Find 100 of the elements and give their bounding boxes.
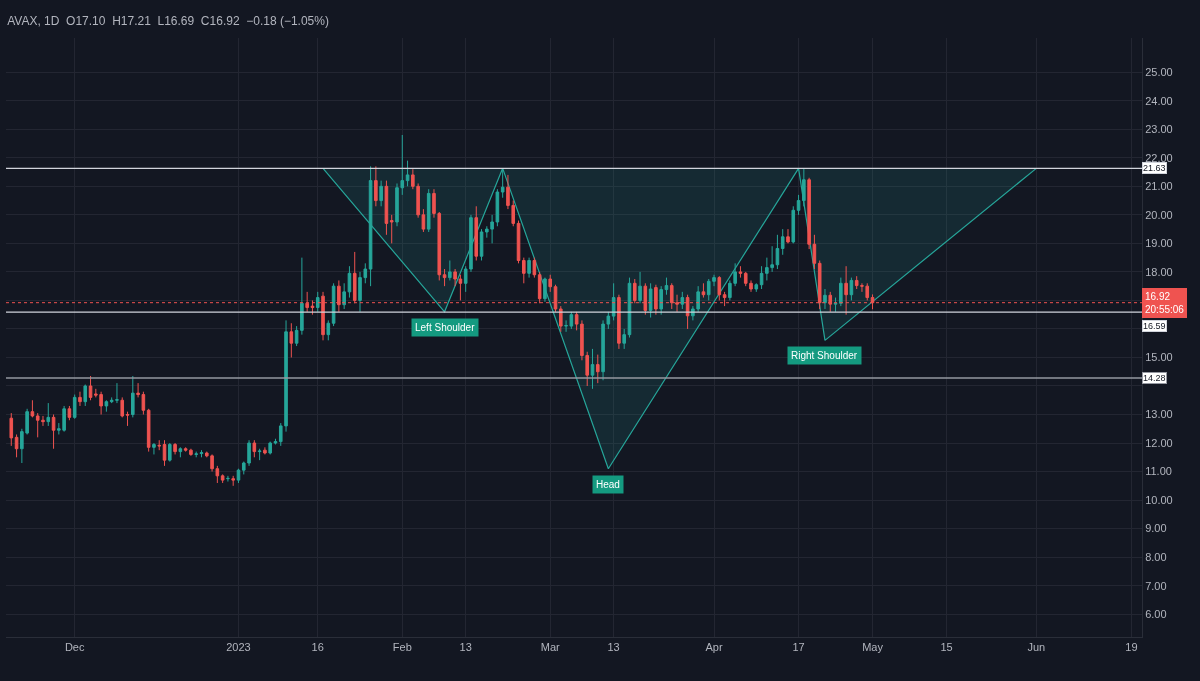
candlestick [236,468,241,484]
candlestick [833,297,838,313]
candlestick [263,446,267,455]
candlestick [220,473,225,484]
candlestick [331,282,336,327]
candlestick [120,396,125,418]
candlestick [474,205,479,261]
candlestick [194,451,199,458]
candlestick [347,265,352,299]
x-tick-label: Feb [392,641,412,654]
y-tick-label: 25.00 [1145,66,1173,79]
candlestick [157,439,162,451]
candlestick [780,228,785,256]
candlestick [231,475,235,487]
candlestick [173,442,177,455]
candlestick [146,408,151,453]
y-tick-label: 15.00 [1145,351,1173,364]
y-tick-label: 20.00 [1145,208,1173,221]
candlestick [131,375,135,418]
candlestick [389,214,394,244]
candlestick [162,439,167,467]
candlestick [532,257,537,279]
candlestick [548,274,553,293]
candlestick [268,441,272,455]
candlestick [374,165,378,207]
candlestick [648,282,653,319]
candlestick [664,277,669,296]
candlestick [754,282,759,293]
candlestick [315,291,320,313]
candlestick [125,411,130,427]
y-tick-label: 10.00 [1145,493,1173,506]
candlestick [78,391,82,407]
candlestick [72,394,77,420]
candlestick [839,277,843,307]
candlestick [559,305,563,333]
x-tick-label: Apr [705,641,723,654]
candlestick [590,348,595,390]
candlestick [595,354,600,384]
candlestick [257,448,262,461]
x-tick-label: May [862,641,884,654]
x-tick-label: 17 [792,641,805,654]
y-tick-label: 8.00 [1145,550,1167,563]
candlestick [659,285,663,316]
x-tick-label: 2023 [226,641,251,654]
candlestick [543,277,547,303]
x-tick-label: 19 [1125,641,1138,654]
candlestick [701,282,706,299]
y-tick-label: 7.00 [1145,579,1167,592]
annotation: Left Shoulder [415,322,476,333]
candlestick [199,449,204,458]
annotation: Right Shoulder [791,350,858,361]
candlestick [738,265,743,279]
ref-line-label: 14.28 [1143,373,1166,383]
y-tick-label: 9.00 [1145,522,1167,535]
y-tick-label: 19.00 [1145,237,1173,250]
candlestick [88,375,93,401]
x-tick-label: Jun [1027,641,1046,654]
candlestick [384,180,389,236]
candlestick [152,442,156,455]
ref-line-label: 16.92 20:55:06 [1145,291,1185,315]
candlestick [9,412,14,447]
y-tick-label: 12.00 [1145,436,1173,449]
candlestick [342,282,346,310]
x-tick-label: 16 [311,641,324,654]
candlestick [823,288,827,310]
y-tick-label: 24.00 [1145,94,1173,107]
candlestick [14,433,19,458]
y-tick-label: 22.00 [1145,151,1173,164]
y-tick-label: 6.00 [1145,608,1167,621]
y-tick-label: 18.00 [1145,265,1173,278]
candlestick [289,322,294,358]
candlestick [83,384,88,407]
y-tick-label: 23.00 [1145,123,1173,136]
y-tick-label: 13.00 [1145,408,1173,421]
candlestick [849,277,854,301]
x-tick-label: Dec [64,641,85,654]
candlestick [51,414,56,450]
candlestick [527,257,531,279]
candlestick [622,328,626,350]
chart-title: AVAX, 1D O17.10 H17.21 L16.69 C16.92 −0.18 (−1.05%) [7,14,329,29]
x-tick-label: 15 [940,641,953,654]
candlestick [326,319,331,341]
candlestick [379,180,383,207]
candlestick [273,438,278,445]
ref-line-label: 21.63 [1143,163,1166,173]
candlestick [30,399,35,418]
candlestick [405,160,410,187]
candlestick [638,271,642,304]
candlestick [717,275,722,301]
candlestick [252,439,257,458]
candlestick [178,446,183,458]
x-tick-label: 13 [607,641,620,654]
candlestick [168,442,172,463]
candlestick [426,188,431,233]
x-tick-label: 13 [459,641,472,654]
candlestick [791,205,796,244]
y-tick-label: 11.00 [1145,465,1172,478]
y-tick-label: 21.00 [1145,180,1173,193]
candlestick [67,405,72,421]
candlestick [104,399,109,413]
